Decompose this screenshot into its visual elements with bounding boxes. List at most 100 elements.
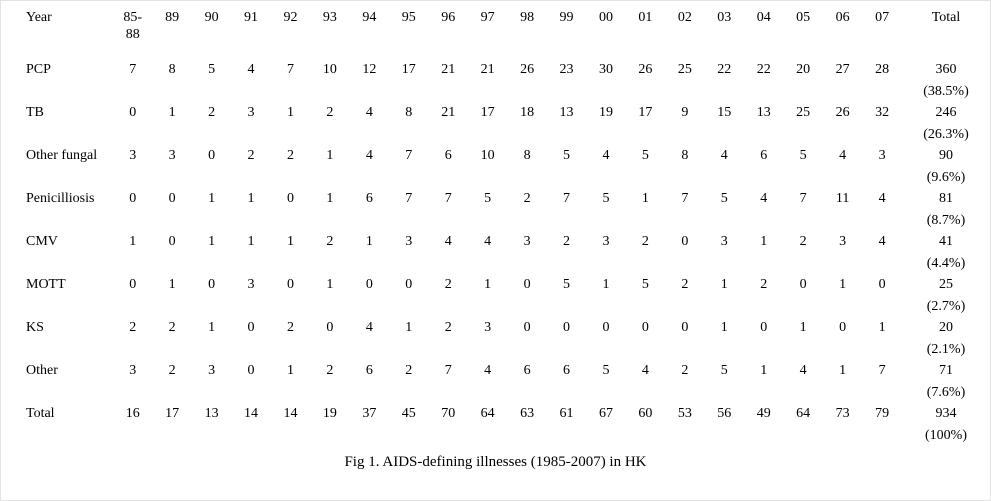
table-row: KS 2 2 1 0 2 0 4 1 2 3 0 0 0 0 0 1 0 1 0 1 20 (2.1%) xyxy=(1,319,990,362)
table-cell: 8 xyxy=(405,105,413,120)
table-cell: 4 xyxy=(878,234,886,249)
table-cell: 4 xyxy=(484,363,492,378)
table-cell: 1 xyxy=(247,234,255,249)
table-cell: 0 xyxy=(365,277,373,292)
table-cell: 2 xyxy=(681,277,689,292)
table-cell: 37 xyxy=(362,406,377,421)
table-row: Other fungal 3 3 0 2 2 1 4 7 6 10 8 5 4 5 8 4 6 5 4 3 90 (9.6%… xyxy=(1,147,990,190)
table-cell: 14 xyxy=(283,406,298,421)
table-cell: 7 xyxy=(405,191,413,206)
total-value: 90 xyxy=(939,148,953,163)
total-value: 246 xyxy=(935,105,957,120)
table-cell: 1 xyxy=(129,234,137,249)
table-row: Total 16 17 13 14 14 19 37 45 70 64 63 61 67 60 53 56 49 6… xyxy=(1,405,990,448)
table-cell: 2 xyxy=(168,320,176,335)
row-label: KS xyxy=(26,320,44,335)
table-cell: 26 xyxy=(835,105,850,120)
year-column-header: 89 xyxy=(165,10,180,25)
table-cell: 2 xyxy=(286,148,294,163)
table-cell: 0 xyxy=(405,277,413,292)
table-cell: 4 xyxy=(444,234,452,249)
table-cell: 6 xyxy=(444,148,452,163)
table-cell: 1 xyxy=(286,105,294,120)
table-cell: 56 xyxy=(717,406,732,421)
year-column-header: 00 xyxy=(598,10,613,25)
table-cell: 1 xyxy=(405,320,413,335)
table-cell: 20 xyxy=(796,62,811,77)
table-cell: 7 xyxy=(286,62,294,77)
year-column-header: 94 xyxy=(362,10,377,25)
total-value: 934 xyxy=(935,406,957,421)
table-cell: 4 xyxy=(484,234,492,249)
table-cell: 7 xyxy=(129,62,137,77)
table-cell: 2 xyxy=(168,363,176,378)
table-cell: 1 xyxy=(641,191,649,206)
total-column-header: Total xyxy=(931,10,961,25)
table-cell: 17 xyxy=(480,105,495,120)
table-cell: 22 xyxy=(756,62,771,77)
table-cell: 0 xyxy=(247,320,255,335)
table-cell: 0 xyxy=(129,191,137,206)
table-cell: 8 xyxy=(523,148,531,163)
table-cell: 2 xyxy=(760,277,768,292)
table-cell: 7 xyxy=(405,148,413,163)
table-cell: 0 xyxy=(168,234,176,249)
table-cell: 5 xyxy=(799,148,807,163)
table-cell: 79 xyxy=(875,406,890,421)
table-cell: 5 xyxy=(208,62,216,77)
table-row: TB 0 1 2 3 1 2 4 8 21 17 18 13 19 17 9 15 13 25 26 32 246 (26.… xyxy=(1,104,990,147)
total-value: 71 xyxy=(939,363,953,378)
table-cell: 3 xyxy=(129,363,137,378)
year-column-header: 93 xyxy=(322,10,337,25)
table-cell: 2 xyxy=(326,234,334,249)
table-cell: 0 xyxy=(641,320,649,335)
table-cell: 0 xyxy=(286,191,294,206)
table-cell: 0 xyxy=(523,277,531,292)
row-label: Other xyxy=(26,363,58,378)
total-percent: (4.4%) xyxy=(926,256,966,271)
table-cell: 3 xyxy=(168,148,176,163)
table-cell: 0 xyxy=(247,363,255,378)
row-label: CMV xyxy=(26,234,58,249)
table-cell: 5 xyxy=(484,191,492,206)
year-column-header: 91 xyxy=(244,10,259,25)
table-cell: 15 xyxy=(717,105,732,120)
table-cell: 4 xyxy=(720,148,728,163)
year-column-header: 95 xyxy=(401,10,416,25)
table-row: CMV 1 0 1 1 1 2 1 3 4 4 3 2 3 2 0 3 1 2 3 4 41 (4.4%) xyxy=(1,233,990,276)
table-cell: 64 xyxy=(480,406,495,421)
table-cell: 7 xyxy=(878,363,886,378)
year-column-header: 99 xyxy=(559,10,574,25)
table-cell: 2 xyxy=(799,234,807,249)
table-cell: 3 xyxy=(129,148,137,163)
table-cell: 4 xyxy=(760,191,768,206)
table-cell: 1 xyxy=(602,277,610,292)
table-cell: 1 xyxy=(168,105,176,120)
table-cell: 6 xyxy=(523,363,531,378)
table-cell: 3 xyxy=(484,320,492,335)
table-cell: 4 xyxy=(839,148,847,163)
table-cell: 1 xyxy=(208,320,216,335)
total-cell: 90 (9.6%) xyxy=(902,147,990,190)
table-cell: 64 xyxy=(796,406,811,421)
year-column-header: 06 xyxy=(835,10,850,25)
table-cell: 17 xyxy=(401,62,416,77)
table-cell: 1 xyxy=(760,234,768,249)
table-cell: 2 xyxy=(326,363,334,378)
table-cell: 1 xyxy=(878,320,886,335)
year-column-header: 98 xyxy=(520,10,535,25)
table-cell: 2 xyxy=(523,191,531,206)
table-cell: 1 xyxy=(839,277,847,292)
table-cell: 0 xyxy=(286,277,294,292)
table-cell: 1 xyxy=(799,320,807,335)
total-percent: (38.5%) xyxy=(923,84,969,99)
table-cell: 6 xyxy=(365,363,373,378)
table-cell: 8 xyxy=(681,148,689,163)
table-cell: 5 xyxy=(720,191,728,206)
total-cell: 246 (26.3%) xyxy=(902,104,990,147)
year-column-header: 02 xyxy=(677,10,692,25)
table-cell: 0 xyxy=(208,148,216,163)
table-cell: 67 xyxy=(598,406,613,421)
table-cell: 7 xyxy=(444,191,452,206)
table-cell: 17 xyxy=(638,105,653,120)
